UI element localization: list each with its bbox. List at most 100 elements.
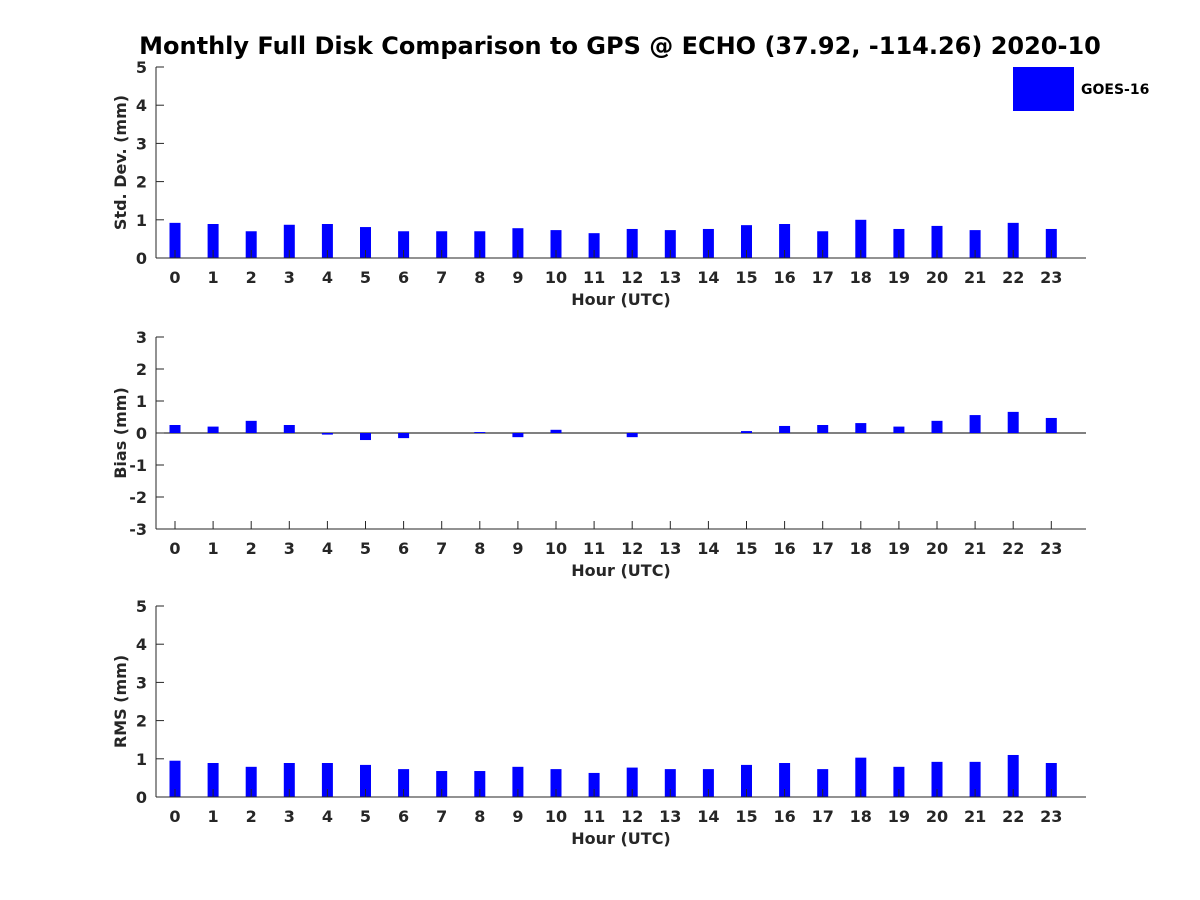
bias-bar-1 xyxy=(207,426,219,433)
bias-x-tick-label: 17 xyxy=(812,539,834,558)
std-dev-bar-23 xyxy=(1045,228,1057,258)
std-dev-x-tick-label: 8 xyxy=(474,268,485,287)
rms-bar-0 xyxy=(169,760,181,797)
std-dev-bar-5 xyxy=(360,227,371,258)
rms-bar-7 xyxy=(436,771,448,797)
bias-x-tick-label: 5 xyxy=(360,539,371,558)
bias-x-tick-label: 9 xyxy=(512,539,523,558)
rms-bar-5 xyxy=(360,764,371,797)
std-dev-bar-14 xyxy=(702,228,714,258)
bias-x-tick-label: 1 xyxy=(208,539,219,558)
bias-bar-9 xyxy=(512,433,524,438)
bias-bar-0 xyxy=(169,425,181,433)
std-dev-y-axis-label: Std. Dev. (mm) xyxy=(111,95,130,230)
bias-x-tick-label: 11 xyxy=(583,539,605,558)
std-dev-bar-9 xyxy=(512,228,524,258)
rms-bar-14 xyxy=(702,769,714,797)
bias-bar-6 xyxy=(398,433,410,439)
rms-bar-1 xyxy=(207,763,219,797)
std-dev-bar-2 xyxy=(245,231,257,258)
bias-y-tick-label: 3 xyxy=(136,328,147,347)
std-dev-bar-15 xyxy=(741,225,752,258)
rms-x-tick-label: 15 xyxy=(735,807,757,826)
std-dev-bar-21 xyxy=(969,230,981,258)
rms-bar-16 xyxy=(779,763,791,797)
rms-y-tick-label: 1 xyxy=(136,750,147,769)
std-dev-bar-3 xyxy=(283,224,295,258)
std-dev-bar-16 xyxy=(779,224,791,258)
rms-y-tick-label: 3 xyxy=(136,673,147,692)
rms-bar-10 xyxy=(550,769,562,797)
bias-y-tick-label: 2 xyxy=(136,360,147,379)
std-dev-x-tick-label: 13 xyxy=(659,268,681,287)
std-dev-bar-11 xyxy=(588,233,600,258)
rms-bar-12 xyxy=(626,767,638,797)
bias-x-tick-label: 16 xyxy=(773,539,795,558)
rms-x-tick-label: 2 xyxy=(246,807,257,826)
std-dev-bar-17 xyxy=(817,231,829,258)
std-dev-x-tick-label: 11 xyxy=(583,268,605,287)
bias-x-tick-label: 3 xyxy=(284,539,295,558)
chart-title: Monthly Full Disk Comparison to GPS @ EC… xyxy=(139,32,1101,60)
bias-x-tick-label: 6 xyxy=(398,539,409,558)
rms-y-tick-label: 5 xyxy=(136,597,147,616)
std-dev-y-tick-label: 2 xyxy=(136,173,147,192)
bias-x-tick-label: 22 xyxy=(1002,539,1024,558)
std-dev-x-axis-label: Hour (UTC) xyxy=(571,290,671,309)
std-dev-x-tick-label: 4 xyxy=(322,268,333,287)
legend-swatch xyxy=(1013,67,1074,111)
rms-bar-20 xyxy=(931,761,943,797)
rms-x-tick-label: 3 xyxy=(284,807,295,826)
std-dev-x-tick-label: 7 xyxy=(436,268,447,287)
rms-x-axis-label: Hour (UTC) xyxy=(571,829,671,848)
bias-x-tick-label: 7 xyxy=(436,539,447,558)
bias-bar-19 xyxy=(893,426,905,433)
rms-x-tick-label: 6 xyxy=(398,807,409,826)
rms-bar-4 xyxy=(321,763,333,797)
std-dev-bar-22 xyxy=(1007,222,1019,258)
std-dev-x-tick-label: 10 xyxy=(545,268,567,287)
rms-x-tick-label: 9 xyxy=(512,807,523,826)
bias-y-tick-label: 1 xyxy=(136,392,147,411)
bias-x-tick-label: 19 xyxy=(888,539,910,558)
std-dev-x-tick-label: 0 xyxy=(169,268,180,287)
std-dev-bar-4 xyxy=(321,224,333,258)
std-dev-y-tick-label: 0 xyxy=(136,249,147,268)
std-dev-y-tick-label: 4 xyxy=(136,96,147,115)
bias-bar-15 xyxy=(741,431,752,433)
rms-bar-9 xyxy=(512,766,524,797)
bias-x-tick-label: 23 xyxy=(1040,539,1062,558)
rms-x-tick-label: 14 xyxy=(697,807,719,826)
rms-x-tick-label: 0 xyxy=(169,807,180,826)
std-dev-x-tick-label: 6 xyxy=(398,268,409,287)
std-dev-x-tick-label: 1 xyxy=(208,268,219,287)
rms-bar-23 xyxy=(1045,763,1057,797)
rms-x-tick-label: 1 xyxy=(208,807,219,826)
rms-bar-13 xyxy=(664,769,676,797)
rms-bar-11 xyxy=(588,772,600,797)
std-dev-bar-12 xyxy=(626,228,638,258)
std-dev-bar-1 xyxy=(207,224,219,258)
rms-x-tick-label: 8 xyxy=(474,807,485,826)
bias-y-tick-label: -2 xyxy=(129,488,147,507)
rms-y-tick-label: 4 xyxy=(136,635,147,654)
rms-x-tick-label: 5 xyxy=(360,807,371,826)
std-dev-bar-18 xyxy=(855,219,867,258)
std-dev-x-tick-label: 2 xyxy=(246,268,257,287)
std-dev-x-tick-label: 15 xyxy=(735,268,757,287)
bias-x-tick-label: 21 xyxy=(964,539,986,558)
rms-bar-8 xyxy=(474,771,486,797)
std-dev-y-tick-label: 5 xyxy=(136,58,147,77)
bias-bar-3 xyxy=(283,425,295,433)
rms-x-tick-label: 21 xyxy=(964,807,986,826)
rms-x-tick-label: 19 xyxy=(888,807,910,826)
bias-x-tick-label: 2 xyxy=(246,539,257,558)
std-dev-x-tick-label: 18 xyxy=(850,268,872,287)
rms-x-tick-label: 20 xyxy=(926,807,948,826)
rms-bar-17 xyxy=(817,769,829,797)
bias-x-tick-label: 8 xyxy=(474,539,485,558)
std-dev-x-tick-label: 16 xyxy=(773,268,795,287)
